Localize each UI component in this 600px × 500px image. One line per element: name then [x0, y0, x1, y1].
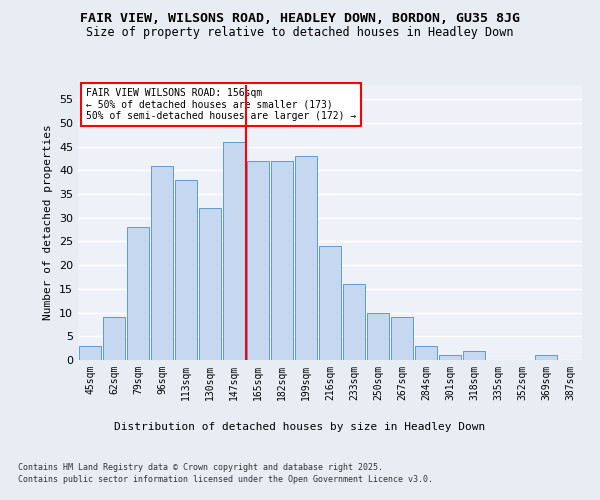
- Text: Distribution of detached houses by size in Headley Down: Distribution of detached houses by size …: [115, 422, 485, 432]
- Bar: [535, 356, 557, 360]
- Bar: [79, 346, 101, 360]
- Bar: [103, 318, 125, 360]
- Bar: [319, 246, 341, 360]
- Bar: [391, 318, 413, 360]
- Bar: [415, 346, 437, 360]
- Bar: [175, 180, 197, 360]
- Text: FAIR VIEW, WILSONS ROAD, HEADLEY DOWN, BORDON, GU35 8JG: FAIR VIEW, WILSONS ROAD, HEADLEY DOWN, B…: [80, 12, 520, 26]
- Y-axis label: Number of detached properties: Number of detached properties: [43, 124, 53, 320]
- Bar: [367, 312, 389, 360]
- Bar: [223, 142, 245, 360]
- Bar: [151, 166, 173, 360]
- Text: Contains HM Land Registry data © Crown copyright and database right 2025.: Contains HM Land Registry data © Crown c…: [18, 462, 383, 471]
- Text: Size of property relative to detached houses in Headley Down: Size of property relative to detached ho…: [86, 26, 514, 39]
- Bar: [295, 156, 317, 360]
- Bar: [199, 208, 221, 360]
- Bar: [439, 356, 461, 360]
- Bar: [127, 227, 149, 360]
- Text: Contains public sector information licensed under the Open Government Licence v3: Contains public sector information licen…: [18, 475, 433, 484]
- Bar: [247, 161, 269, 360]
- Bar: [463, 350, 485, 360]
- Bar: [271, 161, 293, 360]
- Bar: [343, 284, 365, 360]
- Text: FAIR VIEW WILSONS ROAD: 156sqm
← 50% of detached houses are smaller (173)
50% of: FAIR VIEW WILSONS ROAD: 156sqm ← 50% of …: [86, 88, 356, 121]
